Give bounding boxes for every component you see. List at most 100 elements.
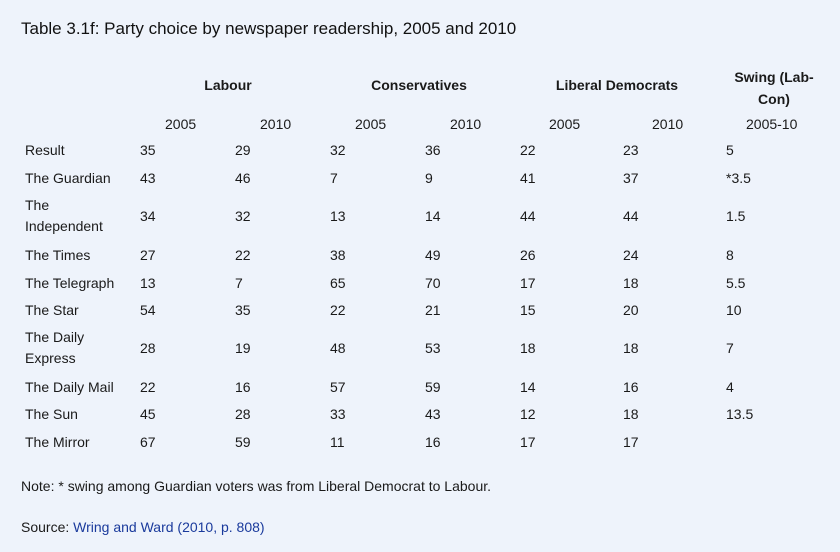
- table-cell-lab10: 35: [235, 302, 251, 318]
- header-liberal-democrats: Liberal Democrats: [555, 77, 679, 93]
- table-cell-con10: 16: [425, 434, 441, 450]
- table-cell-ld05: 12: [520, 406, 536, 422]
- table-cell-con05: 7: [330, 170, 338, 186]
- table-cell-lab05: 27: [140, 247, 156, 263]
- table-cell-swing: 1.5: [726, 208, 746, 224]
- table-cell-ld05: 22: [520, 142, 536, 158]
- row-label-line: The Sun: [25, 405, 78, 422]
- table-cell-lab05: 45: [140, 406, 156, 422]
- table-cell-swing: 4: [726, 379, 734, 395]
- table-cell-con05: 48: [330, 340, 346, 356]
- table-cell-con05: 65: [330, 275, 346, 291]
- header-swing: Swing (Lab- Con): [720, 66, 828, 110]
- subheader-labour-2010: 2010: [260, 116, 292, 132]
- table-cell-lab10: 32: [235, 208, 251, 224]
- source-line: Source: Wring and Ward (2010, p. 808): [21, 519, 265, 535]
- table-cell-lab05: 54: [140, 302, 156, 318]
- header-swing-line2: Con): [758, 91, 790, 107]
- table-cell-con05: 13: [330, 208, 346, 224]
- table-cell-lab10: 19: [235, 340, 251, 356]
- table-cell-ld05: 17: [520, 434, 536, 450]
- table-cell-con05: 11: [330, 434, 345, 450]
- table-title: Table 3.1f: Party choice by newspaper re…: [21, 19, 517, 38]
- subheader-labour-2005: 2005: [165, 116, 197, 132]
- table-cell-swing: *3.5: [726, 170, 751, 186]
- table-cell-lab10: 29: [235, 142, 251, 158]
- table-cell-lab05: 34: [140, 208, 156, 224]
- table-cell-swing: 8: [726, 247, 734, 263]
- table-cell-ld05: 14: [520, 379, 536, 395]
- row-label-line: The Guardian: [25, 169, 111, 186]
- row-label-line: Express: [25, 350, 76, 366]
- row-label-line: The Daily: [25, 329, 85, 345]
- table-cell-con10: 14: [425, 208, 441, 224]
- subheader-conservatives-2010: 2010: [450, 116, 482, 132]
- row-label: The Sun: [25, 404, 78, 425]
- table-cell-ld10: 18: [623, 406, 639, 422]
- row-label: The Star: [25, 300, 79, 321]
- table-cell-ld10: 37: [623, 170, 639, 186]
- subheader-libdems-2010: 2010: [652, 116, 684, 132]
- table-cell-con10: 53: [425, 340, 441, 356]
- table-cell-lab05: 35: [140, 142, 156, 158]
- source-prefix: Source:: [21, 519, 74, 535]
- table-cell-lab10: 46: [235, 170, 251, 186]
- table-cell-con05: 22: [330, 302, 346, 318]
- subheader-conservatives-2005: 2005: [355, 116, 387, 132]
- table-cell-con05: 57: [330, 379, 346, 395]
- header-labour: Labour: [204, 77, 252, 93]
- table-cell-con10: 21: [425, 302, 441, 318]
- row-label-line: The Daily Mail: [25, 378, 114, 395]
- table-cell-con10: 49: [425, 247, 441, 263]
- table-cell-con05: 32: [330, 142, 346, 158]
- table-cell-swing: 5.5: [726, 275, 746, 291]
- table-cell-con10: 36: [425, 142, 441, 158]
- row-label-line: The: [25, 197, 50, 213]
- row-label-line: The Times: [25, 246, 91, 263]
- table-cell-con10: 70: [425, 275, 441, 291]
- row-label-line: Independent: [25, 218, 103, 234]
- row-label: The Daily Mail: [25, 377, 114, 398]
- row-label-line: The Mirror: [25, 433, 90, 450]
- table-cell-ld10: 44: [623, 208, 639, 224]
- table-cell-lab10: 22: [235, 247, 251, 263]
- table-cell-lab10: 7: [235, 275, 243, 291]
- table-cell-swing: 10: [726, 302, 742, 318]
- table-cell-ld05: 41: [520, 170, 536, 186]
- row-label: The Telegraph: [25, 273, 114, 294]
- table-cell-ld10: 16: [623, 379, 639, 395]
- table-cell-con10: 9: [425, 170, 433, 186]
- table-note: Note: * swing among Guardian voters was …: [21, 478, 492, 494]
- table-cell-swing: 13.5: [726, 406, 754, 422]
- table-cell-ld05: 44: [520, 208, 536, 224]
- row-label: The Guardian: [25, 168, 111, 189]
- table-cell-ld10: 17: [623, 434, 639, 450]
- table-cell-lab05: 67: [140, 434, 156, 450]
- row-label-line: The Telegraph: [25, 274, 115, 291]
- table-cell-ld10: 18: [623, 275, 639, 291]
- table-cell-con05: 33: [330, 406, 346, 422]
- subheader-swing: 2005-10: [746, 116, 798, 132]
- table-cell-ld05: 18: [520, 340, 536, 356]
- table-cell-ld10: 20: [623, 302, 639, 318]
- source-link[interactable]: Wring and Ward (2010, p. 808): [73, 519, 265, 535]
- table-cell-lab10: 28: [235, 406, 251, 422]
- subheader-libdems-2005: 2005: [549, 116, 581, 132]
- table-cell-ld10: 18: [623, 340, 639, 356]
- row-label: Result: [25, 140, 65, 161]
- row-label-line: Result: [25, 141, 65, 158]
- table-cell-lab05: 22: [140, 379, 156, 395]
- row-label: The Daily Express: [25, 327, 84, 369]
- table-cell-lab05: 43: [140, 170, 156, 186]
- table-cell-con10: 59: [425, 379, 441, 395]
- row-label: The Times: [25, 245, 90, 266]
- row-label: The Mirror: [25, 432, 90, 453]
- table-cell-swing: 5: [726, 142, 734, 158]
- table-cell-lab05: 13: [140, 275, 156, 291]
- header-conservatives: Conservatives: [371, 77, 467, 93]
- table-cell-con05: 38: [330, 247, 346, 263]
- table-cell-ld05: 17: [520, 275, 536, 291]
- row-label-line: The Star: [25, 301, 79, 318]
- table-cell-con10: 43: [425, 406, 441, 422]
- table-cell-ld10: 24: [623, 247, 639, 263]
